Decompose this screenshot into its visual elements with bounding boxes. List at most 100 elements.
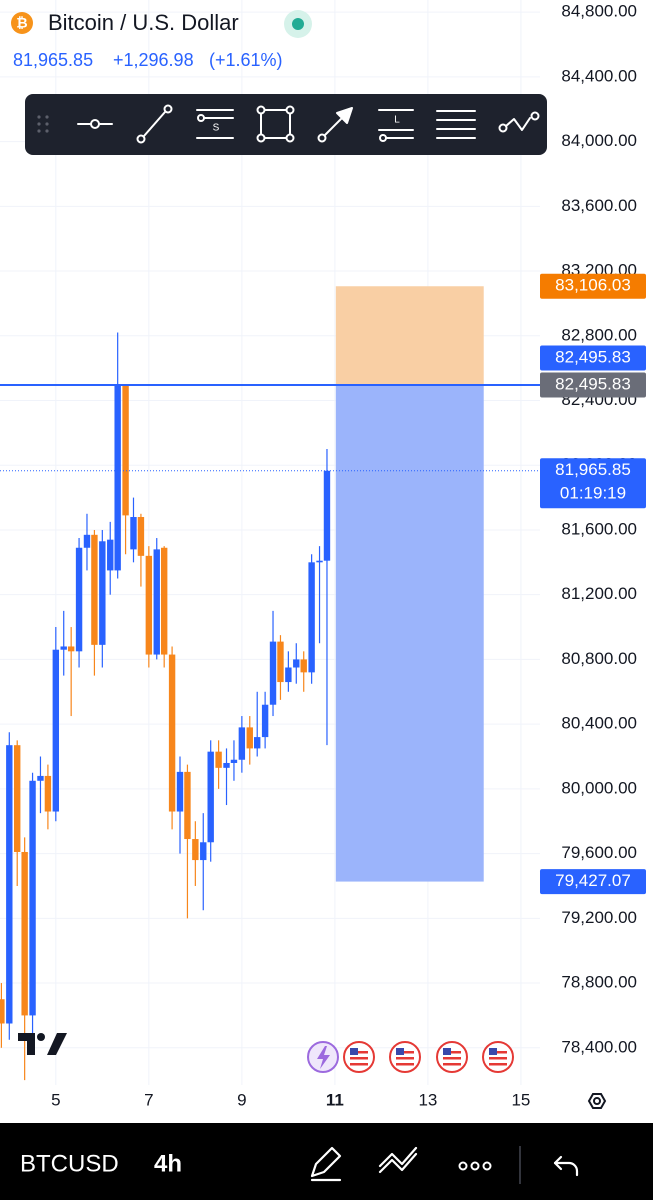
event-glyph — [317, 1046, 330, 1069]
candle-body — [14, 745, 21, 852]
candle-body — [153, 549, 160, 655]
y-tick-label: 84,800.00 — [561, 2, 637, 21]
y-tick-label: 83,600.00 — [561, 196, 637, 215]
candle-body — [52, 649, 60, 812]
candle-body — [67, 646, 75, 652]
y-tick-label: 84,000.00 — [561, 131, 637, 150]
bottom-bar: BTCUSD 4h — [0, 1123, 653, 1200]
candle-body — [269, 641, 277, 705]
price-label-box — [540, 273, 646, 299]
tv-logo[interactable] — [18, 1033, 67, 1055]
bitcoin-logo — [11, 12, 33, 34]
y-tick-label: 78,800.00 — [561, 973, 637, 992]
market-status-dot — [292, 18, 304, 30]
x-tick-label: 5 — [51, 1090, 60, 1109]
candle-body — [308, 562, 315, 673]
indicators-button[interactable] — [378, 1146, 418, 1174]
target-zone — [335, 286, 484, 385]
candle-body — [44, 775, 52, 812]
candle-body — [168, 654, 176, 812]
bitcoin-logo-glyph: ₿ — [16, 15, 27, 31]
price-label: 83,106.03 — [555, 276, 631, 295]
y-tick-label: 84,400.00 — [561, 66, 637, 85]
candle-body — [130, 517, 137, 550]
symbol-name: Bitcoin / U.S. Dollar — [48, 10, 239, 35]
price-countdown: 01:19:19 — [560, 484, 626, 503]
x-tick-label: 15 — [511, 1090, 530, 1109]
candle-body — [323, 470, 331, 561]
candle-body — [316, 560, 323, 563]
price-label: 81,965.85 — [555, 460, 631, 479]
candle-body — [122, 384, 129, 516]
x-tick-label: 11 — [326, 1090, 344, 1109]
bottom-interval[interactable]: 4h — [154, 1150, 182, 1177]
y-tick-label: 78,400.00 — [561, 1037, 637, 1056]
path-tool[interactable] — [498, 111, 540, 133]
candle-body — [137, 517, 145, 556]
events[interactable] — [307, 1041, 514, 1073]
undo-button[interactable] — [553, 1155, 579, 1177]
y-tick-label: 81,200.00 — [561, 584, 637, 603]
candle-body — [0, 999, 5, 1024]
candle-body — [37, 775, 44, 781]
candle-body — [75, 547, 83, 652]
candle-body — [277, 641, 284, 683]
candle-body — [200, 842, 207, 861]
draw-button[interactable] — [310, 1146, 342, 1182]
candle-body — [192, 839, 199, 861]
candle-body — [246, 727, 253, 749]
y-tick-label: 80,400.00 — [561, 714, 637, 733]
chart-settings[interactable] — [587, 1093, 607, 1109]
price-label-box — [540, 458, 646, 509]
plot-area — [0, 0, 540, 1085]
candle-body — [223, 762, 230, 768]
trend-line-tool[interactable] — [136, 104, 173, 144]
price-label-box — [540, 372, 646, 398]
candle-body — [21, 851, 28, 1016]
x-tick-label: 13 — [418, 1090, 437, 1109]
candle-body — [60, 646, 67, 650]
us-event — [389, 1041, 421, 1073]
us-event — [343, 1041, 375, 1073]
horizontal-ray-tool[interactable] — [77, 119, 113, 129]
candle-body — [261, 704, 269, 738]
y-tick-label: 80,800.00 — [561, 649, 637, 668]
x-tick-label: 7 — [144, 1090, 153, 1109]
candle-body — [91, 534, 98, 645]
candle-body — [107, 539, 114, 571]
header-change-pct: (+1.61%) — [209, 50, 283, 70]
fib-retracement-tool[interactable] — [436, 110, 476, 139]
symbol-header[interactable]: ₿ Bitcoin / U.S. Dollar — [11, 10, 312, 38]
candle-body — [300, 659, 307, 673]
y-tick-label: 79,600.00 — [561, 843, 637, 862]
short-position-tool[interactable] — [196, 109, 234, 139]
arrow-tool[interactable] — [317, 107, 353, 143]
candle-body — [184, 771, 191, 840]
candle-body — [99, 541, 106, 645]
us-event — [482, 1041, 514, 1073]
candle-body — [230, 759, 238, 763]
price-label-box — [540, 869, 646, 895]
candle-body — [176, 771, 184, 812]
rectangle-tool[interactable] — [256, 105, 295, 143]
price-label: 82,495.83 — [555, 347, 631, 366]
candle-body — [238, 727, 246, 760]
price-label: 79,427.07 — [555, 871, 631, 890]
tool-glyph: S — [213, 123, 220, 134]
bottom-symbol[interactable]: BTCUSD — [20, 1150, 119, 1177]
more-button[interactable] — [458, 1161, 492, 1171]
toolbar-handle[interactable] — [37, 115, 49, 133]
candle-body — [293, 659, 300, 668]
tool-glyph: L — [394, 115, 400, 126]
candle-body — [6, 745, 13, 1024]
y-tick-label: 80,000.00 — [561, 778, 637, 797]
toolbar-background — [25, 94, 547, 155]
candle-body — [285, 667, 292, 683]
candle-body — [215, 751, 222, 768]
long-position-tool[interactable] — [378, 109, 414, 142]
candle-body — [83, 534, 91, 548]
candle-body — [207, 751, 214, 843]
candle-body — [114, 384, 121, 571]
y-tick-label: 79,200.00 — [561, 908, 637, 927]
price-label-box — [540, 345, 646, 371]
